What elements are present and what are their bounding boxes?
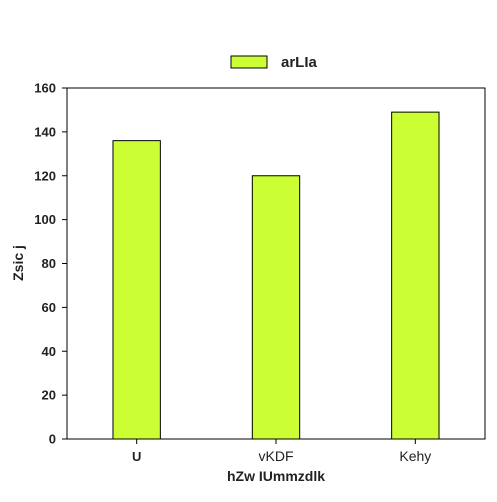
legend-label: arLIa <box>281 54 318 71</box>
bars-group <box>112 111 440 440</box>
y-tick-label: 20 <box>42 388 56 403</box>
x-tick-label: U <box>132 449 141 464</box>
y-tick-label: 160 <box>34 81 56 96</box>
y-tick-label: 80 <box>42 256 56 271</box>
x-axis-title: hZw IUmmzdlk <box>227 468 325 484</box>
bar-u <box>112 140 161 440</box>
y-axis-ticks: 0 20 40 60 80 100 120 140 160 <box>34 81 67 447</box>
bar-kehy <box>391 111 440 440</box>
y-tick-label: 40 <box>42 344 56 359</box>
legend-swatch-arlia <box>230 55 268 69</box>
y-tick-label: 120 <box>34 168 56 183</box>
y-axis-title: Zsic j <box>10 245 26 281</box>
y-tick-label: 100 <box>34 212 56 227</box>
x-tick-label: vKDF <box>259 448 294 464</box>
x-tick-label: Kehy <box>399 448 431 464</box>
y-tick-label: 140 <box>34 124 56 139</box>
legend: arLIa <box>230 54 318 71</box>
bar-vkdf <box>251 175 301 440</box>
y-tick-label: 60 <box>42 300 56 315</box>
y-tick-label: 0 <box>49 432 56 447</box>
plot-frame <box>66 87 486 440</box>
